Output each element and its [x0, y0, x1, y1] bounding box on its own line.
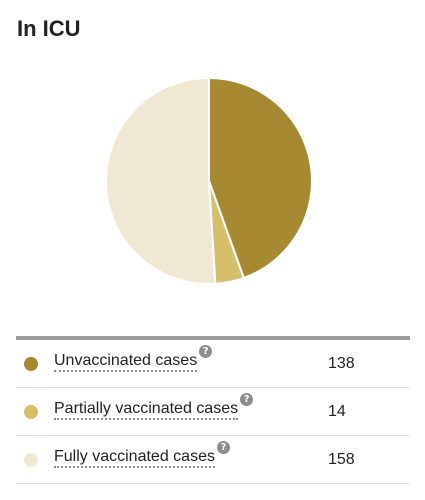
legend-row-partially-vaccinated: Partially vaccinated cases? 14: [16, 388, 410, 436]
legend-value-fully-vaccinated: 158: [328, 451, 355, 468]
legend-swatch: [24, 357, 38, 371]
legend-row-unvaccinated: Unvaccinated cases? 138: [16, 340, 410, 388]
legend-table: Unvaccinated cases? 138 Partially vaccin…: [16, 336, 410, 484]
legend-label-partially-vaccinated[interactable]: Partially vaccinated cases: [54, 400, 239, 420]
legend-label-wrap: Unvaccinated cases?: [54, 345, 213, 373]
chart-title: In ICU: [17, 16, 81, 41]
legend-value-partially-vaccinated: 14: [328, 403, 346, 420]
pie-slice-fully-vaccinated[interactable]: [105, 77, 217, 285]
legend-swatch: [24, 453, 38, 467]
question-mark-icon[interactable]: ?: [216, 441, 230, 454]
pie-chart: [105, 77, 313, 285]
pie-slice-unvaccinated[interactable]: [208, 77, 313, 279]
question-mark-icon[interactable]: ?: [199, 345, 213, 358]
question-mark-icon[interactable]: ?: [240, 393, 254, 406]
legend-row-fully-vaccinated: Fully vaccinated cases? 158: [16, 436, 410, 484]
legend-label-fully-vaccinated[interactable]: Fully vaccinated cases: [54, 448, 215, 468]
pie-slices: [105, 77, 313, 285]
legend-label-wrap: Fully vaccinated cases?: [54, 441, 230, 469]
legend-label-unvaccinated[interactable]: Unvaccinated cases: [54, 352, 198, 372]
legend-label-wrap: Partially vaccinated cases?: [54, 393, 254, 421]
legend-value-unvaccinated: 138: [328, 355, 355, 372]
legend-swatch: [24, 405, 38, 419]
